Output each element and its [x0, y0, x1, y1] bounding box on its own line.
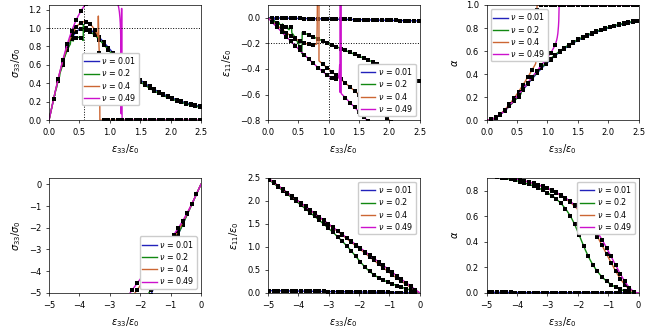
X-axis label: $\varepsilon_{33}/\varepsilon_0$: $\varepsilon_{33}/\varepsilon_0$: [330, 142, 358, 156]
Legend: $\nu$ = 0.01, $\nu$ = 0.2, $\nu$ = 0.4, $\nu$ = 0.49: $\nu$ = 0.01, $\nu$ = 0.2, $\nu$ = 0.4, …: [359, 64, 416, 116]
X-axis label: $\varepsilon_{33}/\varepsilon_0$: $\varepsilon_{33}/\varepsilon_0$: [111, 142, 139, 156]
Legend: $\nu$ = 0.01, $\nu$ = 0.2, $\nu$ = 0.4, $\nu$ = 0.49: $\nu$ = 0.01, $\nu$ = 0.2, $\nu$ = 0.4, …: [140, 236, 197, 289]
Y-axis label: $\varepsilon_{11}/\varepsilon_0$: $\varepsilon_{11}/\varepsilon_0$: [221, 48, 234, 77]
Y-axis label: $\varepsilon_{11}/\varepsilon_0$: $\varepsilon_{11}/\varepsilon_0$: [228, 221, 241, 250]
Y-axis label: $\sigma_{33}/\sigma_0$: $\sigma_{33}/\sigma_0$: [9, 47, 23, 78]
Legend: $\nu$ = 0.01, $\nu$ = 0.2, $\nu$ = 0.4, $\nu$ = 0.49: $\nu$ = 0.01, $\nu$ = 0.2, $\nu$ = 0.4, …: [491, 9, 548, 62]
Y-axis label: $\alpha$: $\alpha$: [450, 58, 460, 67]
Legend: $\nu$ = 0.01, $\nu$ = 0.2, $\nu$ = 0.4, $\nu$ = 0.49: $\nu$ = 0.01, $\nu$ = 0.2, $\nu$ = 0.4, …: [577, 182, 635, 234]
X-axis label: $\varepsilon_{33}/\varepsilon_0$: $\varepsilon_{33}/\varepsilon_0$: [548, 142, 577, 156]
Y-axis label: $\alpha$: $\alpha$: [450, 231, 460, 240]
Legend: $\nu$ = 0.01, $\nu$ = 0.2, $\nu$ = 0.4, $\nu$ = 0.49: $\nu$ = 0.01, $\nu$ = 0.2, $\nu$ = 0.4, …: [359, 182, 416, 234]
X-axis label: $\varepsilon_{33}/\varepsilon_0$: $\varepsilon_{33}/\varepsilon_0$: [548, 315, 577, 329]
X-axis label: $\varepsilon_{33}/\varepsilon_0$: $\varepsilon_{33}/\varepsilon_0$: [111, 315, 139, 329]
X-axis label: $\varepsilon_{33}/\varepsilon_0$: $\varepsilon_{33}/\varepsilon_0$: [330, 315, 358, 329]
Y-axis label: $\sigma_{33}/\sigma_0$: $\sigma_{33}/\sigma_0$: [10, 220, 23, 251]
Legend: $\nu$ = 0.01, $\nu$ = 0.2, $\nu$ = 0.4, $\nu$ = 0.49: $\nu$ = 0.01, $\nu$ = 0.2, $\nu$ = 0.4, …: [82, 53, 139, 105]
